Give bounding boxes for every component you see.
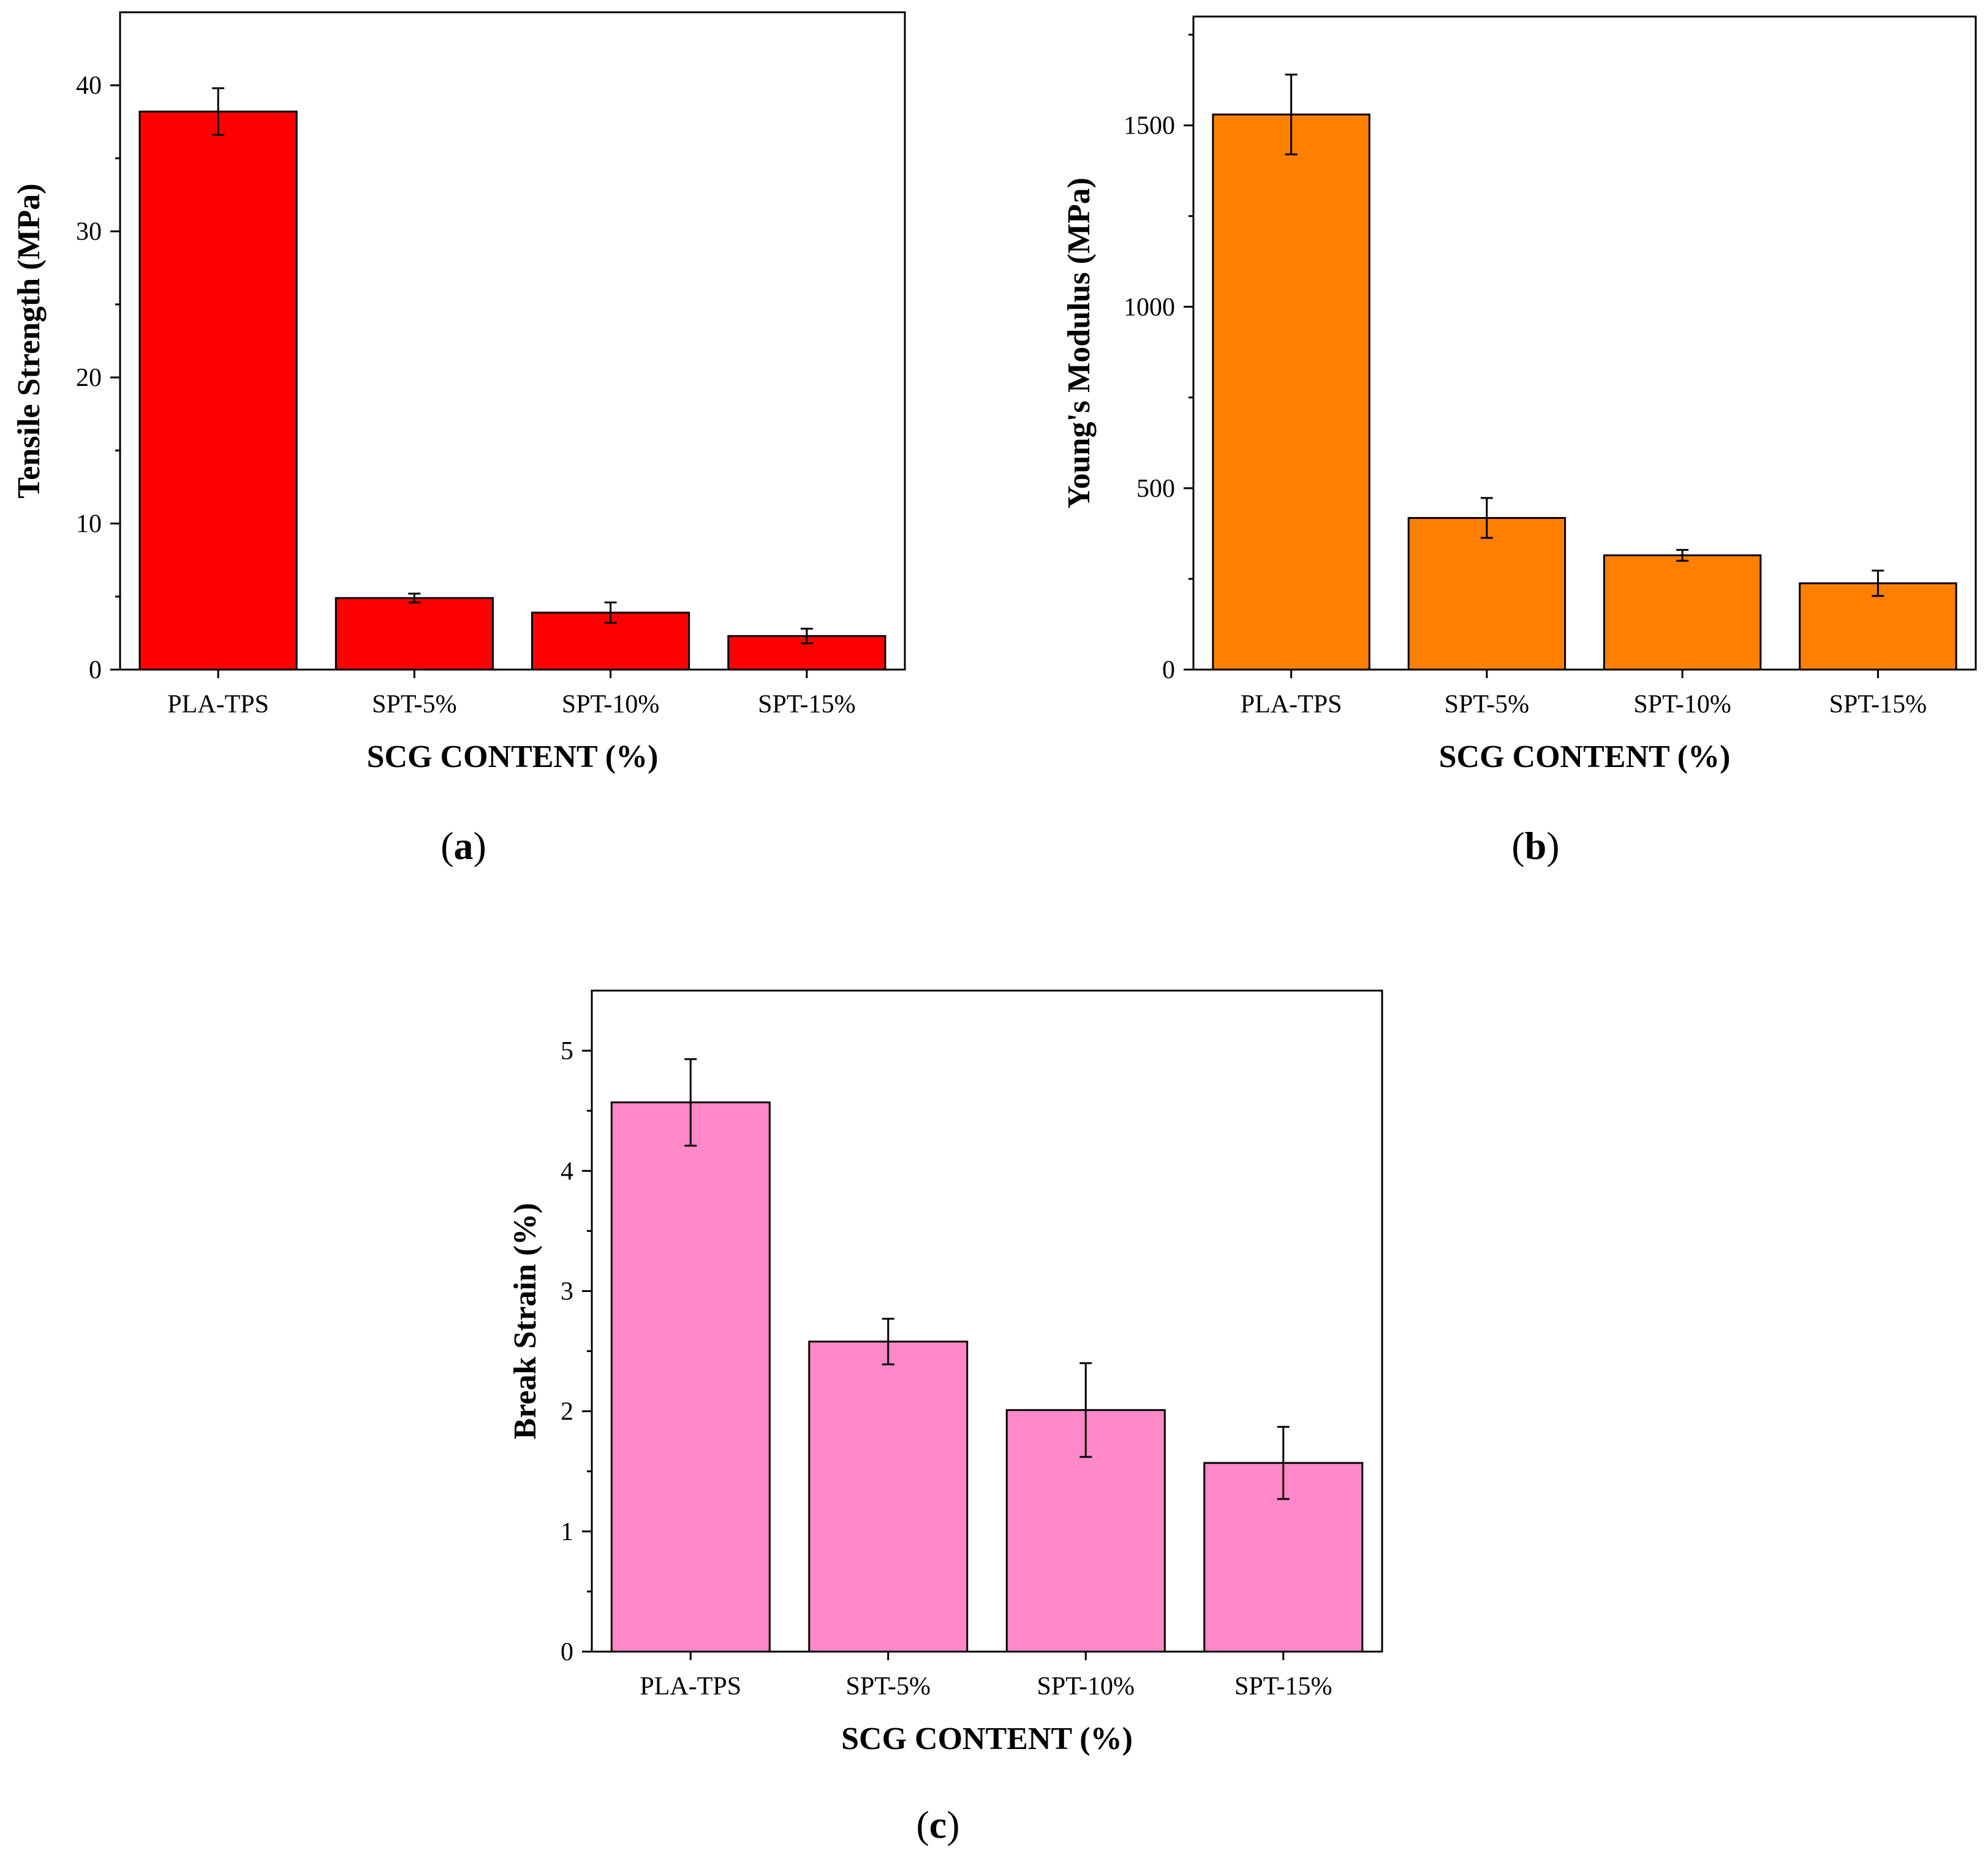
error-bar-b-1 [1480,497,1493,539]
y-tick-label-c-5: 5 [561,1037,573,1065]
panel-label-c: (c) [916,1803,959,1846]
panel-label-open-paren: ( [916,1803,929,1846]
bar-a-1 [334,597,494,671]
error-bar-a-2 [604,601,617,624]
x-tick-label-b-1: SPT-5% [1445,690,1530,719]
bar-b-0 [1212,113,1370,671]
plot-frame-a [119,11,906,671]
y-tick-label-c-3: 3 [561,1277,573,1305]
y-axis-title-c: Break Strain (%) [508,1203,543,1439]
y-tick-label-c-4: 4 [561,1157,573,1185]
panel-label-letter: c [929,1803,947,1846]
x-tick-label-b-3: SPT-15% [1829,690,1927,719]
y-tick-label-a-2: 20 [76,364,102,392]
panel-label-close-paren: ) [1546,824,1559,867]
y-tick-label-b-2: 1000 [1124,293,1175,322]
bar-a-0 [138,110,298,671]
error-bar-c-3 [1277,1426,1290,1500]
y-tick-label-a-3: 30 [76,218,102,246]
y-tick-label-a-1: 10 [76,510,102,538]
bar-b-2 [1603,554,1762,671]
y-tick-label-c-0: 0 [561,1638,573,1666]
panel-label-open-paren: ( [440,824,453,867]
panel-label-close-paren: ) [947,1803,959,1846]
x-axis-title-b: SCG CONTENT (%) [1439,739,1731,774]
plot-frame-c [591,989,1383,1653]
y-axis-title-a: Tensile Strength (MPa) [12,183,47,498]
y-tick-label-a-4: 40 [76,72,102,100]
x-tick-label-a-2: SPT-10% [562,690,660,719]
error-bar-c-1 [882,1318,894,1366]
x-tick-label-c-1: SPT-5% [846,1672,931,1701]
bar-b-1 [1407,517,1567,671]
x-axis-title-a: SCG CONTENT (%) [367,739,659,774]
x-tick-label-c-3: SPT-15% [1234,1672,1332,1701]
x-tick-label-b-2: SPT-10% [1633,690,1731,719]
error-bar-a-3 [800,627,813,644]
chart-panel-a: PLA-TPS SPT-5% SPT-10% SPT-15% 0 10 20 30 40 SCG … [12,11,906,867]
error-bar-a-0 [212,87,225,136]
panel-label-letter: b [1525,824,1547,867]
bar-c-1 [808,1340,969,1653]
y-tick-label-b-1: 500 [1136,475,1175,503]
y-tick-label-b-3: 1500 [1124,112,1175,140]
x-tick-label-b-0: PLA-TPS [1241,690,1342,719]
error-bar-c-2 [1079,1362,1092,1458]
error-bar-b-3 [1872,569,1884,597]
y-axis-title-b: Young's Modulus (MPa) [1062,178,1097,508]
y-tick-label-c-2: 2 [561,1398,573,1426]
error-bar-c-0 [684,1058,697,1147]
error-bar-a-1 [408,592,421,603]
error-bar-b-2 [1676,549,1689,562]
panel-label-letter: a [454,824,474,867]
bar-b-3 [1799,582,1957,671]
x-tick-label-a-0: PLA-TPS [167,690,269,719]
x-tick-label-c-2: SPT-10% [1037,1672,1135,1701]
x-tick-label-a-3: SPT-15% [758,690,856,719]
x-tick-label-a-1: SPT-5% [372,690,457,719]
y-tick-label-a-0: 0 [89,656,102,684]
panel-label-open-paren: ( [1511,824,1524,867]
x-tick-label-c-0: PLA-TPS [640,1672,741,1701]
error-bar-b-0 [1285,74,1298,156]
panel-label-b: (b) [1511,824,1559,867]
chart-panel-b: PLA-TPS SPT-5% SPT-10% SPT-15% 0 500 1000 1500 S… [1062,15,1977,867]
chart-panel-c: PLA-TPS SPT-5% SPT-10% SPT-15% 0 1 2 3 4 5 SCG CON… [508,989,1383,1846]
x-axis-title-c: SCG CONTENT (%) [841,1721,1133,1756]
y-tick-label-b-0: 0 [1162,656,1175,684]
bar-c-0 [610,1101,771,1653]
plot-frame-b [1192,15,1977,671]
y-tick-label-c-1: 1 [561,1518,573,1546]
panel-label-close-paren: ) [474,824,486,867]
panel-label-a: (a) [440,824,486,867]
